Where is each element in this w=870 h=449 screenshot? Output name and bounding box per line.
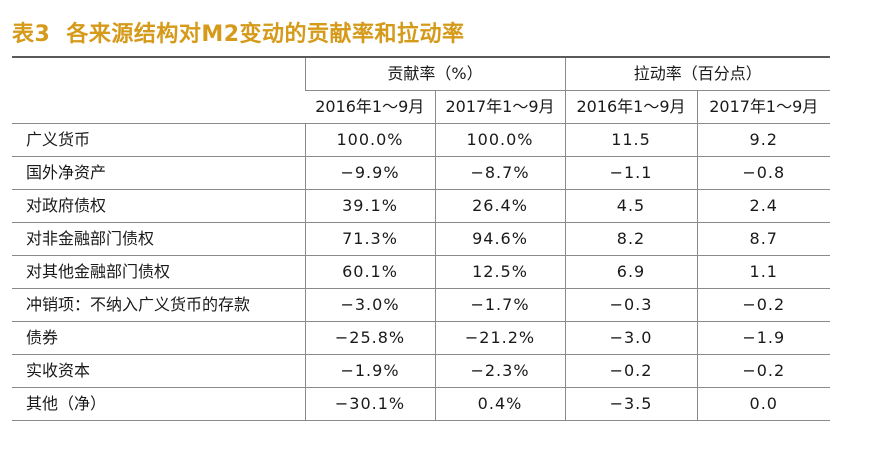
- sub-header-2017-pull: 2017年1～9月: [696, 90, 831, 124]
- table-row: 对政府债权 39.1% 26.4% 4.5 2.4: [12, 189, 831, 223]
- table-cell: −3.0%: [304, 288, 435, 322]
- table-cell: −21.2%: [434, 321, 565, 355]
- row-label: 对非金融部门债权: [12, 222, 305, 256]
- table-cell: 39.1%: [304, 189, 435, 223]
- table-cell: 26.4%: [434, 189, 565, 223]
- table-cell: −30.1%: [304, 387, 435, 421]
- table-row: 对非金融部门债权 71.3% 94.6% 8.2 8.7: [12, 222, 831, 256]
- table-cell: 11.5: [564, 123, 697, 157]
- table-cell: −9.9%: [304, 156, 435, 190]
- sub-header-2016-contribution: 2016年1～9月: [305, 90, 435, 124]
- table-cell: −25.8%: [304, 321, 435, 355]
- table-cell: 94.6%: [434, 222, 565, 256]
- row-label: 对政府债权: [12, 189, 305, 223]
- table-cell: −0.8: [696, 156, 831, 190]
- row-label: 其他（净）: [12, 387, 305, 421]
- table-cell: −2.3%: [434, 354, 565, 388]
- table-cell: −1.9%: [304, 354, 435, 388]
- table-row: 其他（净） −30.1% 0.4% −3.5 0.0: [12, 387, 831, 421]
- table-cell: 71.3%: [304, 222, 435, 256]
- sub-header-2017-contribution: 2017年1～9月: [434, 90, 565, 124]
- row-label: 冲销项：不纳入广义货币的存款: [12, 288, 305, 322]
- table-cell: −0.2: [564, 354, 697, 388]
- table-cell: 12.5%: [434, 255, 565, 289]
- table-cell: −3.0: [564, 321, 697, 355]
- data-table: 贡献率（%） 拉动率（百分点） 2016年1～9月 2017年1～9月 2016…: [12, 58, 831, 421]
- top-rule: [12, 56, 830, 58]
- table-cell: −0.3: [564, 288, 697, 322]
- table-caption: 各来源结构对M2变动的贡献率和拉动率: [66, 22, 465, 47]
- sub-header-2016-pull: 2016年1～9月: [564, 90, 697, 124]
- table-cell: 0.0: [696, 387, 831, 421]
- table-cell: 100.0%: [434, 123, 565, 157]
- row-label: 广义货币: [12, 123, 305, 157]
- table-cell: −3.5: [564, 387, 697, 421]
- header-row-groups: 贡献率（%） 拉动率（百分点）: [12, 58, 831, 124]
- table-cell: 0.4%: [434, 387, 565, 421]
- table-cell: −1.7%: [434, 288, 565, 322]
- table-cell: −0.2: [696, 288, 831, 322]
- table-cell: −1.1: [564, 156, 697, 190]
- corner-cell: [12, 58, 305, 124]
- table-cell: 100.0%: [304, 123, 435, 157]
- table-cell: 6.9: [564, 255, 697, 289]
- table-row: 债券 −25.8% −21.2% −3.0 −1.9: [12, 321, 831, 355]
- table-row: 广义货币 100.0% 100.0% 11.5 9.2: [12, 123, 831, 157]
- table-cell: 1.1: [696, 255, 831, 289]
- group-header-contribution: 贡献率（%）: [304, 58, 565, 91]
- group-header-pull: 拉动率（百分点）: [564, 58, 831, 91]
- table-cell: 4.5: [564, 189, 697, 223]
- table-cell: 60.1%: [304, 255, 435, 289]
- table-row: 实收资本 −1.9% −2.3% −0.2 −0.2: [12, 354, 831, 388]
- table-number: 表3: [12, 22, 51, 47]
- table-row: 对其他金融部门债权 60.1% 12.5% 6.9 1.1: [12, 255, 831, 289]
- row-label: 对其他金融部门债权: [12, 255, 305, 289]
- table-cell: −1.9: [696, 321, 831, 355]
- table-cell: 8.2: [564, 222, 697, 256]
- table-row: 国外净资产 −9.9% −8.7% −1.1 −0.8: [12, 156, 831, 190]
- table-cell: −8.7%: [434, 156, 565, 190]
- table-row: 冲销项：不纳入广义货币的存款 −3.0% −1.7% −0.3 −0.2: [12, 288, 831, 322]
- header-row-periods: 2016年1～9月 2017年1～9月 2016年1～9月 2017年1～9月: [12, 90, 831, 124]
- table-cell: 8.7: [696, 222, 831, 256]
- row-label: 实收资本: [12, 354, 305, 388]
- table-cell: 9.2: [696, 123, 831, 157]
- table-cell: −0.2: [696, 354, 831, 388]
- row-label: 国外净资产: [12, 156, 305, 190]
- table-cell: 2.4: [696, 189, 831, 223]
- table-title: 表3 各来源结构对M2变动的贡献率和拉动率: [12, 18, 465, 52]
- row-label: 债券: [12, 321, 305, 355]
